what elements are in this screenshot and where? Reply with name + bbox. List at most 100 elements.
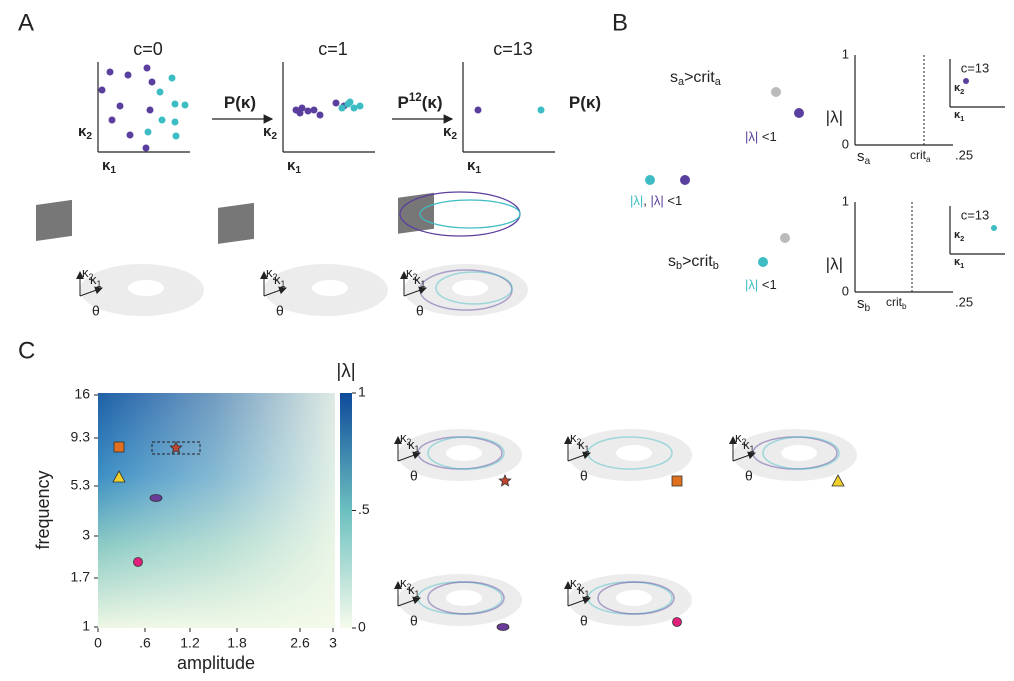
text-part: crit [910, 148, 927, 162]
axis-label: θ [745, 468, 753, 484]
x-tick-label: 3 [329, 635, 337, 651]
state-dot [991, 225, 997, 231]
marker-ellipse [150, 495, 162, 502]
text-part: 2 [451, 131, 457, 142]
axis-label: θ [276, 303, 284, 319]
text-part: 2 [960, 87, 964, 96]
y-tick-label: 1.7 [71, 569, 91, 585]
state-dot [357, 103, 364, 110]
axis-label: θ [580, 613, 588, 629]
text-part: 1 [585, 589, 590, 599]
transition-label: sa>crita [670, 69, 722, 88]
state-dot [157, 89, 164, 96]
x-tick-label: .6 [139, 635, 151, 651]
torus-hole [446, 590, 482, 606]
axis-label: κ1 [954, 256, 964, 270]
plot-title: c=13 [493, 39, 533, 59]
state-dot [963, 78, 969, 84]
axis-label: κ2 [263, 123, 277, 142]
x-tick-label: 2.6 [290, 635, 310, 651]
text-part: 1 [750, 444, 755, 454]
state-dot [182, 102, 189, 109]
text-part: <1 [758, 277, 776, 292]
text-part: 1 [295, 165, 301, 176]
ghost-ball [771, 87, 781, 97]
axis-label: |λ| [826, 254, 843, 273]
colorbar-tick-label: 0 [358, 619, 366, 635]
axis-label: θ [416, 303, 424, 319]
y-tick-label: 5.3 [71, 477, 91, 493]
stability-label: |λ| <1 [745, 129, 777, 144]
text-part: a [715, 76, 722, 88]
text-part: s [668, 253, 676, 270]
axis-label: κ1 [287, 157, 301, 176]
marker-star [499, 475, 510, 486]
text-part: |λ| [745, 129, 758, 144]
inset-title: c=13 [961, 60, 990, 75]
state-dot [317, 112, 324, 119]
colorbar-tick-label: .5 [358, 501, 370, 517]
state-dot [159, 117, 166, 124]
inset-title: c=13 [961, 207, 990, 222]
x-tick-label: critb [886, 295, 907, 311]
torus-hole [128, 280, 164, 296]
marker-square [114, 442, 124, 452]
text-part: P(κ) [224, 93, 256, 112]
text-part: 1 [960, 261, 964, 270]
text-part: s [857, 148, 865, 165]
torus-hole [446, 445, 482, 461]
map-label: P(κ) [569, 93, 601, 112]
axis-label: κ2 [954, 82, 964, 96]
text-part: >crit [684, 69, 715, 86]
marker-ellipse [497, 624, 509, 631]
state-ball [794, 108, 804, 118]
map-label: P(κ) [224, 93, 256, 112]
axis-label: κ2 [443, 123, 457, 142]
marker-triangle [832, 475, 844, 486]
section-plane [218, 203, 254, 244]
text-part: 1 [415, 589, 420, 599]
state-dot [333, 100, 340, 107]
text-part: |λ| [651, 193, 664, 208]
map-label: P12(κ) [398, 92, 443, 112]
state-dot [143, 145, 150, 152]
text-part: <1 [664, 193, 682, 208]
state-dot [305, 108, 312, 115]
state-dot [144, 65, 151, 72]
text-part: 1 [415, 444, 420, 454]
state-dot [339, 105, 346, 112]
text-part: s [670, 69, 678, 86]
y-tick-label: 1 [842, 46, 849, 61]
text-part: a [926, 155, 931, 164]
text-part: P(κ) [569, 93, 601, 112]
axis-label: κ2 [78, 123, 92, 142]
torus-hole [312, 280, 348, 296]
text-part: a [865, 156, 871, 167]
text-part: 12 [409, 92, 422, 104]
x-tick-label: 1.2 [180, 635, 200, 651]
y-tick-label: 9.3 [71, 429, 91, 445]
state-dot [149, 79, 156, 86]
x-tick-label: sb [857, 295, 871, 314]
torus-hole [616, 445, 652, 461]
colorbar [340, 393, 352, 628]
text-part: b [865, 303, 871, 314]
text-part: 1 [281, 279, 286, 289]
state-ball [645, 175, 655, 185]
y-tick-label: 16 [74, 386, 90, 402]
y-tick-label: 3 [82, 527, 90, 543]
axis-label: θ [410, 468, 418, 484]
text-part: b [902, 302, 907, 311]
colorbar-tick-label: 1 [358, 384, 366, 400]
ghost-ball [780, 233, 790, 243]
state-dot [127, 132, 134, 139]
state-dot [311, 107, 318, 114]
text-part: |λ| [745, 277, 758, 292]
torus-hole [616, 590, 652, 606]
text-part: 1 [475, 165, 481, 176]
text-part: (κ) [422, 93, 443, 112]
state-dot [169, 75, 176, 82]
figure: ABCc=0κ2κ1c=1κ2κ1c=13κ2κ1P(κ)P12(κ)P(κ)κ… [0, 0, 1014, 681]
text-part: , [643, 193, 650, 208]
state-dot [351, 105, 358, 112]
